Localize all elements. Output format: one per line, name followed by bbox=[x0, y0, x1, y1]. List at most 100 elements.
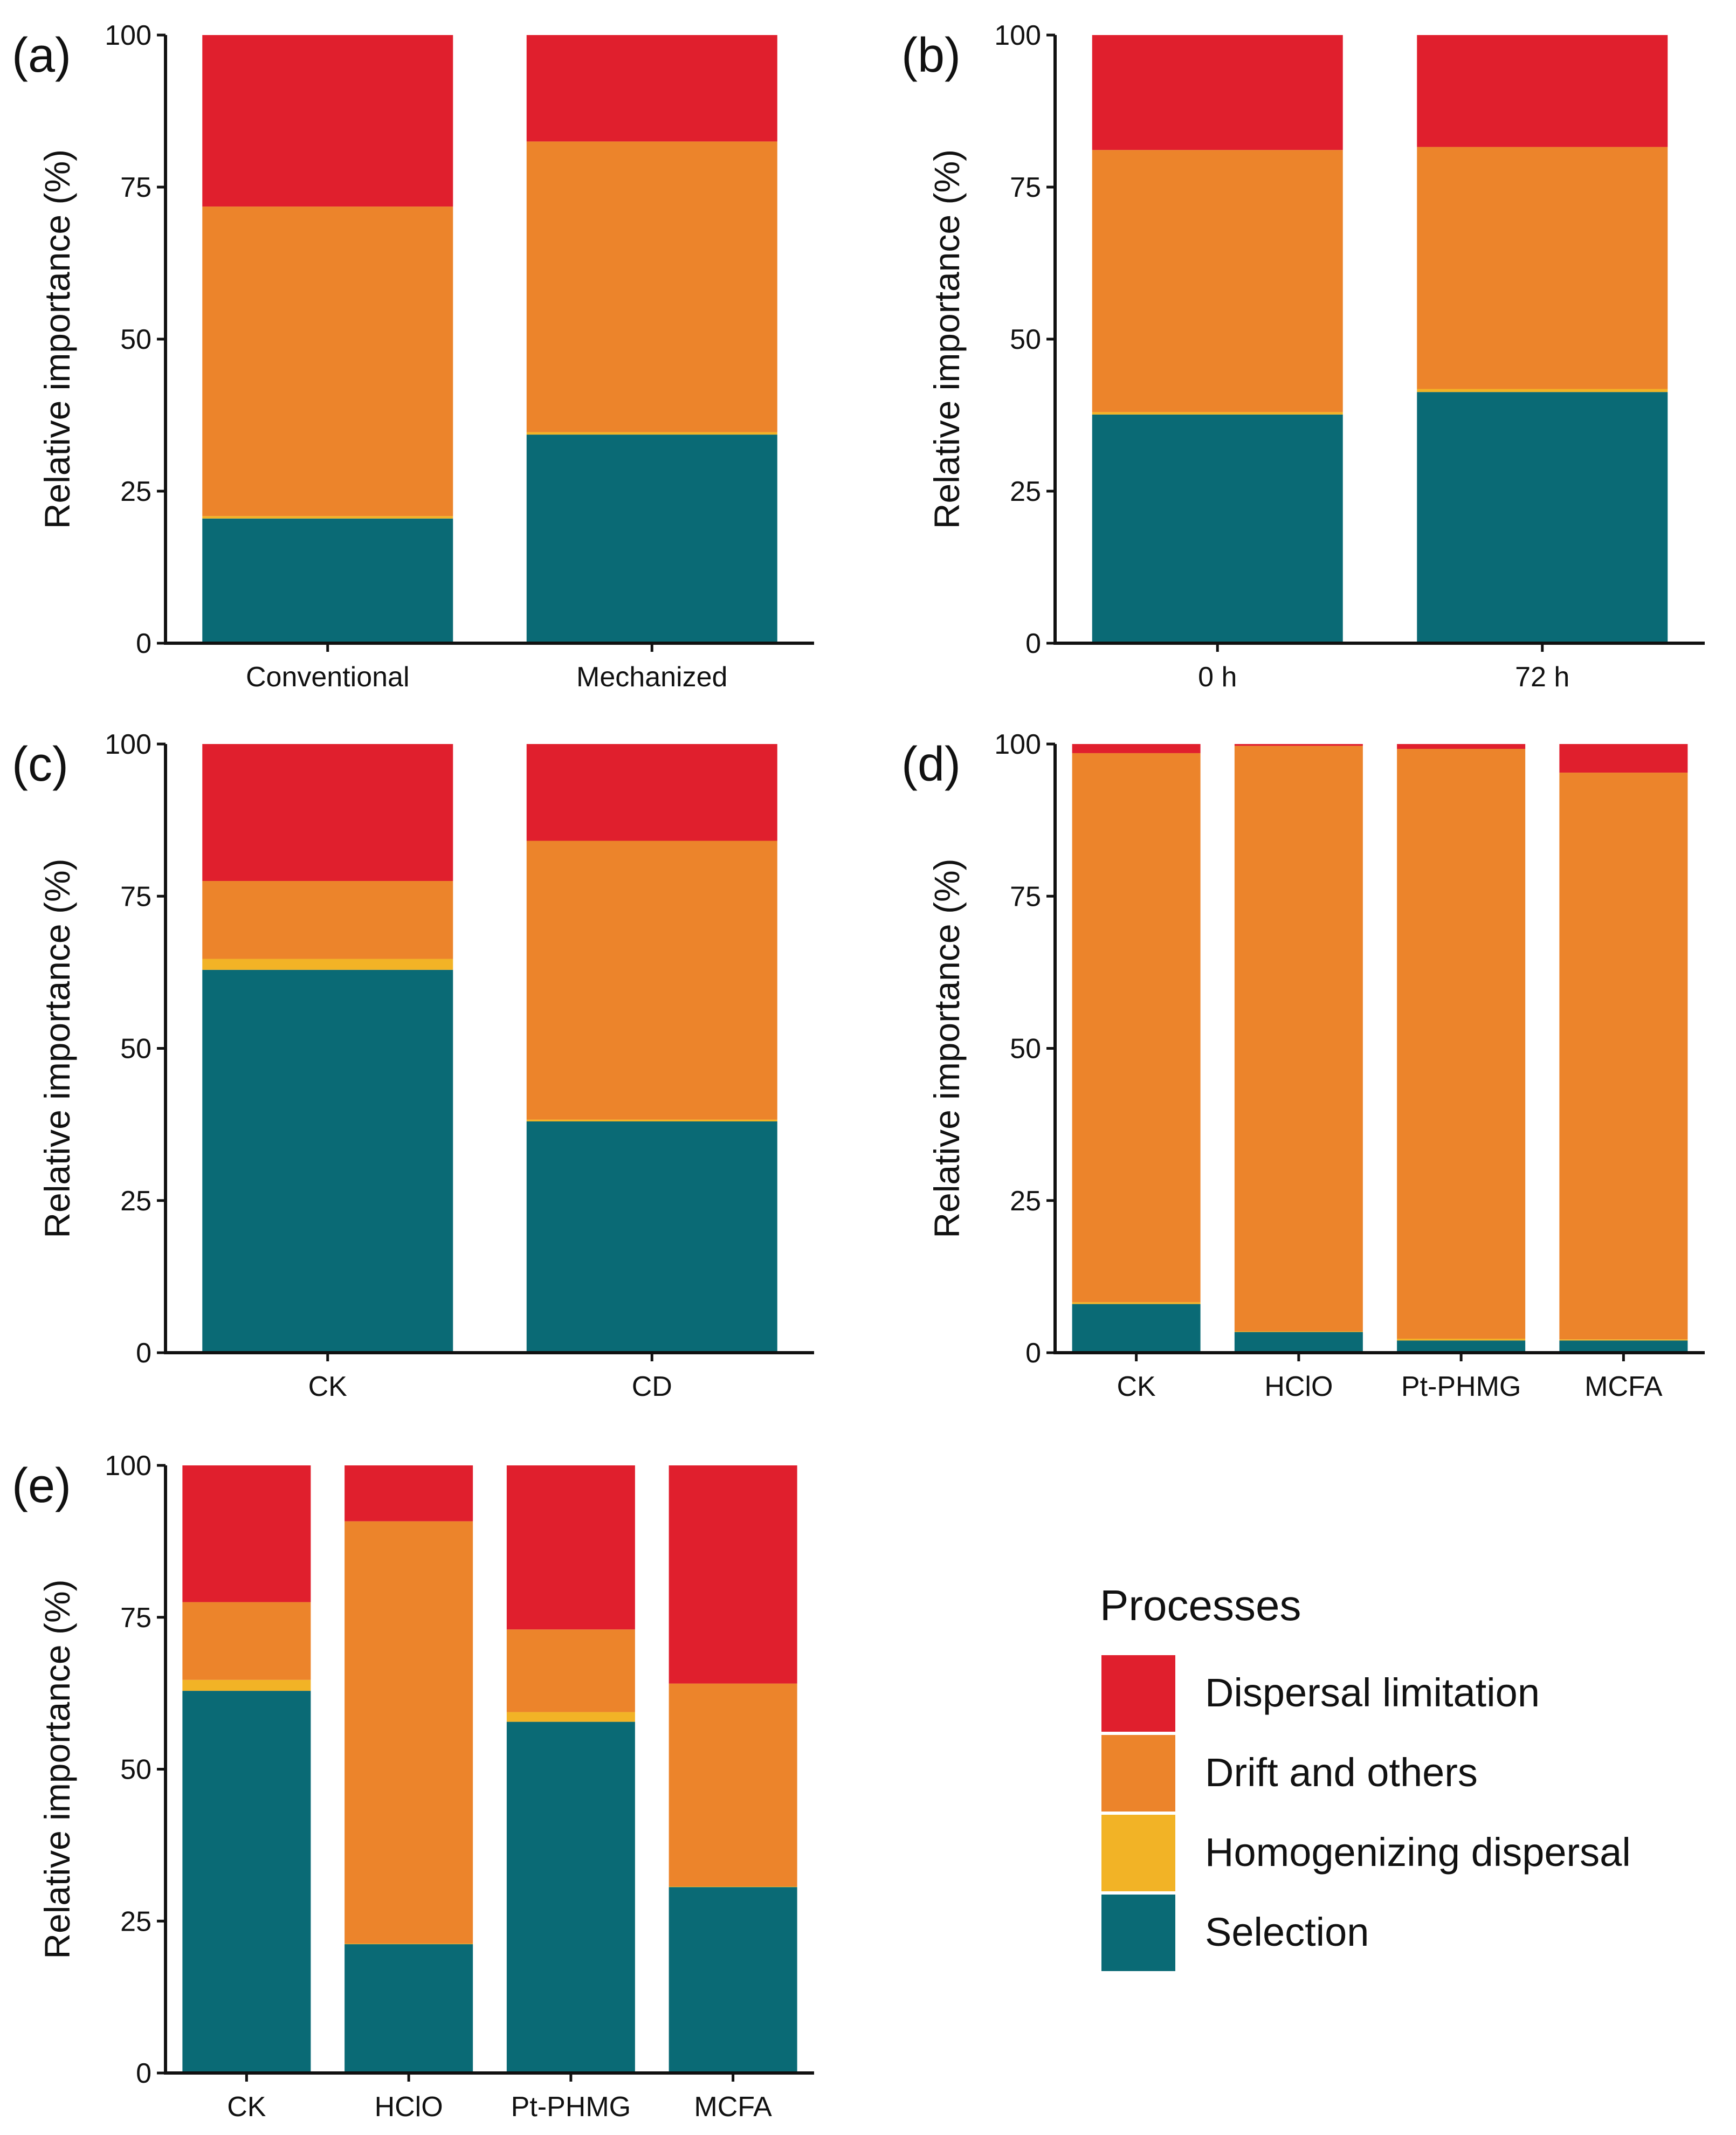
y-tick-label: 0 bbox=[1025, 1338, 1041, 1369]
chart-panel: CK HClO Pt-PHMG MCFA 0 25 50 75 100 Relative impo… bbox=[901, 729, 1705, 1402]
bar-segment bbox=[526, 744, 777, 841]
bar-segment bbox=[202, 35, 453, 207]
x-tick-label: Mechanized bbox=[576, 662, 727, 693]
bar-segment bbox=[506, 1712, 635, 1722]
bar-segment bbox=[1234, 1332, 1363, 1353]
bar-segment bbox=[526, 35, 777, 142]
bar-segment bbox=[506, 1721, 635, 2073]
legend-item: Drift and others bbox=[1101, 1735, 1478, 1812]
bar-segment bbox=[345, 1465, 473, 1521]
y-tick-label: 50 bbox=[120, 1034, 151, 1065]
bar-segment bbox=[1072, 1304, 1201, 1353]
bar-segment bbox=[1417, 389, 1668, 392]
y-tick-label: 50 bbox=[1010, 324, 1041, 355]
y-axis-label: Relative importance (%) bbox=[37, 1579, 77, 1959]
bar-segment bbox=[202, 744, 453, 881]
bar-segment bbox=[1092, 414, 1343, 643]
y-tick-label: 75 bbox=[120, 172, 151, 203]
y-tick-label: 25 bbox=[1010, 1186, 1041, 1217]
chart-panel: CK HClO Pt-PHMG MCFA 0 25 50 75 100 Relative impo… bbox=[12, 1450, 814, 2123]
bar-segment bbox=[202, 881, 453, 959]
bar-segment bbox=[202, 206, 453, 516]
bar-segment bbox=[1417, 392, 1668, 643]
y-tick-label: 25 bbox=[120, 1186, 151, 1217]
bar-segment bbox=[202, 959, 453, 970]
bar-segment bbox=[669, 1887, 797, 2073]
panel-label: (e) bbox=[12, 1459, 71, 1513]
chart-panel: CK CD 0 25 50 75 100 Relative importance (%) (c) bbox=[12, 729, 814, 1402]
bar-segment bbox=[1559, 744, 1688, 773]
legend-item: Selection bbox=[1101, 1895, 1369, 1971]
bar-segment bbox=[1397, 1340, 1526, 1353]
y-tick-label: 75 bbox=[120, 881, 151, 912]
bar-segment bbox=[202, 518, 453, 643]
legend-item: Dispersal limitation bbox=[1101, 1655, 1540, 1732]
bar-segment bbox=[1559, 773, 1688, 1340]
bar-segment bbox=[1072, 744, 1201, 753]
x-tick-label: 0 h bbox=[1198, 662, 1237, 693]
x-tick-label: MCFA bbox=[1585, 1371, 1663, 1402]
bar-segment bbox=[526, 435, 777, 643]
bar-segment bbox=[182, 1679, 311, 1691]
legend-title: Processes bbox=[1100, 1581, 1301, 1629]
bar-segment bbox=[526, 141, 777, 432]
x-tick-label: CK bbox=[227, 2091, 266, 2123]
legend-swatch bbox=[1101, 1655, 1175, 1732]
x-tick-label: Pt-PHMG bbox=[1401, 1371, 1521, 1402]
bar-segment bbox=[1234, 746, 1363, 1332]
y-tick-label: 75 bbox=[120, 1602, 151, 1634]
bar-segment bbox=[182, 1691, 311, 2073]
bar-segment bbox=[526, 1119, 777, 1121]
bar-segment bbox=[1397, 749, 1526, 1339]
legend: Processes Dispersal limitation Drift and … bbox=[1100, 1581, 1631, 1971]
y-tick-label: 75 bbox=[1010, 881, 1041, 912]
y-tick-label: 50 bbox=[1010, 1034, 1041, 1065]
bar-segment bbox=[506, 1629, 635, 1712]
legend-label: Drift and others bbox=[1205, 1750, 1478, 1795]
x-tick-label: CK bbox=[308, 1371, 348, 1402]
y-axis-label: Relative importance (%) bbox=[37, 149, 77, 529]
y-axis-label: Relative importance (%) bbox=[927, 149, 967, 529]
bar-segment bbox=[526, 1121, 777, 1353]
legend-swatch bbox=[1101, 1895, 1175, 1971]
x-tick-label: CK bbox=[1117, 1371, 1156, 1402]
y-tick-label: 100 bbox=[105, 729, 151, 760]
bar-segment bbox=[1417, 147, 1668, 389]
panel-label: (b) bbox=[901, 29, 961, 82]
bar-segment bbox=[1234, 1331, 1363, 1332]
y-tick-label: 100 bbox=[105, 1450, 151, 1482]
bar-segment bbox=[1092, 150, 1343, 412]
bar-segment bbox=[1092, 412, 1343, 415]
legend-swatch bbox=[1101, 1735, 1175, 1812]
legend-label: Selection bbox=[1205, 1910, 1369, 1954]
bar-segment bbox=[1072, 753, 1201, 1303]
chart-panel: 0 h 72 h 0 25 50 75 100 Relative importance (%)… bbox=[901, 20, 1705, 693]
bar-segment bbox=[669, 1683, 797, 1887]
y-tick-label: 25 bbox=[1010, 476, 1041, 507]
x-tick-label: Conventional bbox=[246, 662, 410, 693]
bar-segment bbox=[1234, 744, 1363, 746]
y-tick-label: 50 bbox=[120, 324, 151, 355]
bar-segment bbox=[345, 1944, 473, 2073]
x-tick-label: MCFA bbox=[694, 2091, 772, 2123]
bar-segment bbox=[1397, 1339, 1526, 1341]
legend-label: Dispersal limitation bbox=[1205, 1670, 1540, 1715]
x-tick-label: HClO bbox=[375, 2091, 443, 2123]
bar-segment bbox=[669, 1465, 797, 1684]
bar-segment bbox=[1397, 744, 1526, 749]
y-tick-label: 100 bbox=[994, 729, 1041, 760]
bar-segment bbox=[1559, 1340, 1688, 1353]
bar-segment bbox=[1417, 35, 1668, 147]
bar-segment bbox=[1072, 1302, 1201, 1304]
y-tick-label: 25 bbox=[120, 1906, 151, 1937]
y-tick-label: 0 bbox=[136, 2058, 151, 2089]
legend-item: Homogenizing dispersal bbox=[1101, 1815, 1631, 1891]
bar-segment bbox=[526, 841, 777, 1120]
x-tick-label: 72 h bbox=[1515, 662, 1569, 693]
bar-segment bbox=[526, 432, 777, 435]
legend-swatch bbox=[1101, 1815, 1175, 1891]
y-tick-label: 0 bbox=[136, 1338, 151, 1369]
bar-segment bbox=[1092, 35, 1343, 150]
y-tick-label: 50 bbox=[120, 1754, 151, 1786]
